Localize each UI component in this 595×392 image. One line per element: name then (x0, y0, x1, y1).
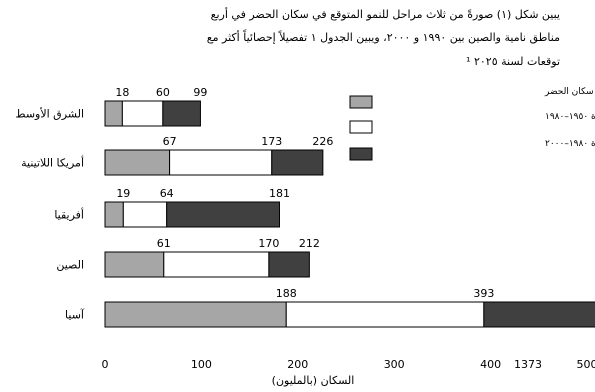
bars-layer (104, 100, 595, 328)
value-label: 188 (276, 287, 297, 300)
value-label: 170 (258, 237, 279, 250)
x-tick-label: 100 (191, 358, 212, 371)
legend-entry: الزيادة في سكان الحضر في الفترة ١٩٥٠–١٩٨… (545, 112, 595, 122)
value-label: 64 (160, 187, 174, 200)
category-label: الصين (56, 259, 84, 272)
x-tick-label: 300 (384, 358, 405, 371)
bar-segment (285, 301, 485, 328)
x-tick-label: 0 (102, 358, 109, 371)
bar-segment (121, 100, 164, 127)
category-label: الشرق الأوسط (15, 107, 84, 121)
x-tick-label: 400 (480, 358, 501, 371)
bar-segment (104, 301, 287, 328)
caption-line-2: مناطق نامية والصين بين ١٩٩٠ و ٢٠٠٠، ويبي… (206, 31, 560, 44)
bar-segment (483, 301, 595, 328)
bar-segment (104, 201, 124, 228)
x-tick-label: 200 (287, 358, 308, 371)
value-label: 393 (473, 287, 494, 300)
legend-layer: سكان الحضر الزيادة في سكان الحضر في الفتر… (349, 87, 595, 161)
caption-line-3: توقعات لسنة ٢٠٢٥ ¹ (466, 55, 560, 68)
value-label: 181 (269, 187, 290, 200)
x-tick-label: 1373 (514, 358, 542, 371)
bar-segment (122, 201, 168, 228)
legend-swatch (349, 147, 373, 161)
bar-segment (169, 149, 273, 176)
x-tick-label: 500 (577, 358, 595, 371)
category-label: أمريكا اللاتينية (21, 156, 84, 170)
value-label: 67 (163, 135, 177, 148)
labels-layer: الشرق الأوسط 18 60 99 أمريكا اللاتينية 67 173 2… (15, 86, 494, 322)
value-label: 19 (116, 187, 130, 200)
value-label: 60 (156, 86, 170, 99)
bar-segment (268, 251, 310, 278)
value-label: 226 (312, 135, 333, 148)
legend-entry: الزيادة في سكان الحضر في الفترة ١٩٨٠–٢٠٠… (545, 139, 595, 149)
value-label: 212 (299, 237, 320, 250)
value-label: 61 (157, 237, 171, 250)
bar-segment (271, 149, 324, 176)
legend-entry: سكان الحضر (544, 87, 594, 97)
bar-segment (163, 251, 270, 278)
x-axis-title: السكان (بالمليون) (272, 374, 355, 387)
caption-line-1: يبين شكل (١) صورةً من ثلاث مراحل للنمو ا… (210, 8, 560, 21)
bar-segment (166, 201, 280, 228)
bar-segment (162, 100, 201, 127)
bar-segment (104, 251, 165, 278)
axis-layer: 01002003004005006007008001373السكان (بال… (102, 358, 595, 387)
value-label: 99 (193, 86, 207, 99)
category-label: آسيا (65, 308, 85, 322)
bar-segment (104, 100, 123, 127)
value-label: 173 (261, 135, 282, 148)
value-label: 18 (115, 86, 129, 99)
legend-swatch (349, 95, 373, 109)
category-label: أفريقيا (54, 208, 84, 222)
bar-segment (104, 149, 171, 176)
legend-swatch (349, 120, 373, 134)
